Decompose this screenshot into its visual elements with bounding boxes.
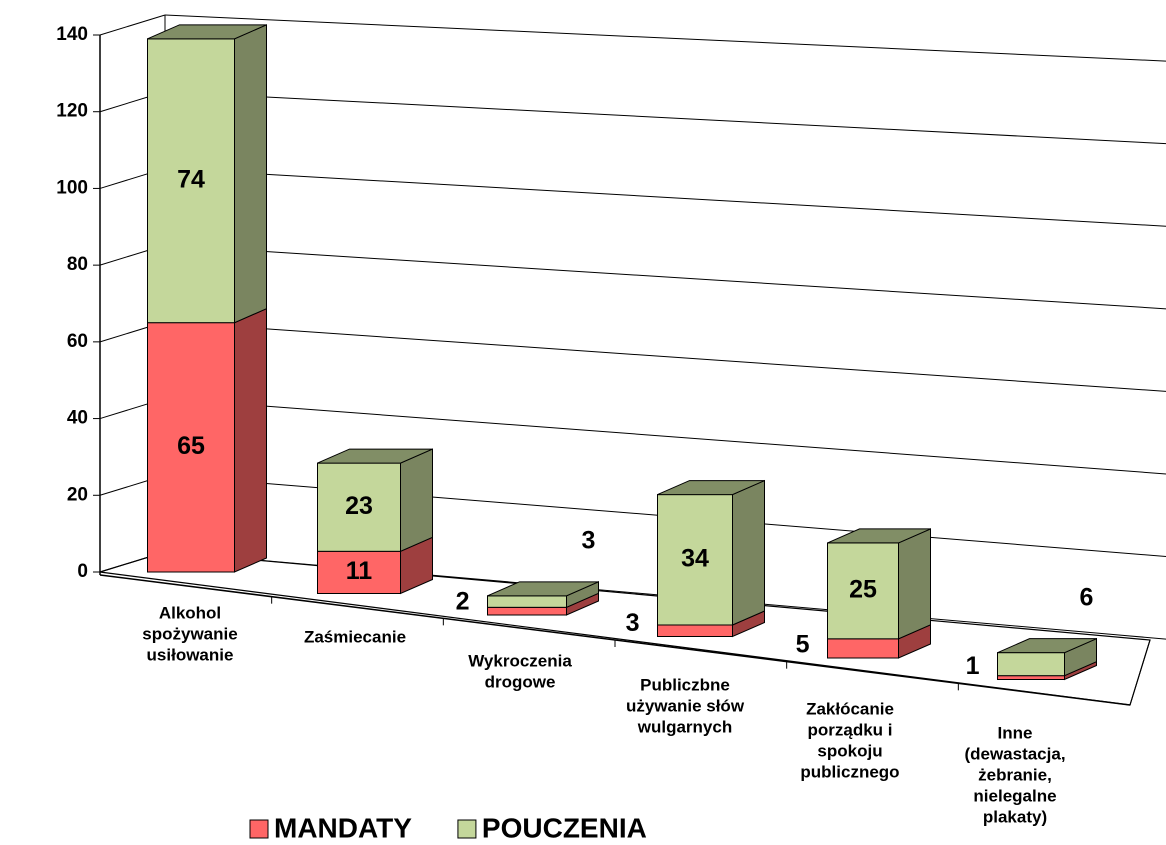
bar-top (657, 480, 765, 496)
bar-top (317, 448, 433, 464)
x-tick-label: Zaśmiecanie (304, 627, 406, 646)
y-tick-label: 80 (67, 254, 88, 275)
x-tick-label: porządku i (807, 720, 892, 739)
x-tick-label: używanie słów (626, 696, 745, 715)
bar-side (234, 307, 267, 573)
x-tick-label: Inne (998, 723, 1033, 742)
x-tick-label: spokoju (817, 741, 882, 760)
grid-line (164, 398, 1166, 475)
x-tick-label: plakaty) (983, 807, 1047, 826)
y-tick-label: 120 (56, 101, 88, 122)
value-label: 2 (456, 588, 470, 616)
value-label: 1 (966, 652, 980, 680)
y-tick-label: 0 (77, 561, 88, 582)
x-tick-label: (dewastacja, (964, 744, 1065, 763)
value-label: 3 (582, 526, 596, 554)
x-tick-label: usiłowanie (147, 645, 234, 664)
bar-front (147, 38, 235, 324)
bar-front (487, 606, 567, 616)
bar-front (997, 675, 1065, 681)
y-tick-label: 140 (56, 24, 88, 45)
bar-front (997, 652, 1065, 677)
value-label: 74 (177, 165, 205, 193)
bar-side (898, 528, 931, 640)
bar-top (827, 528, 931, 544)
x-tick-label: nielegalne (973, 786, 1056, 805)
legend-swatch (249, 819, 269, 839)
grid-line (164, 14, 1166, 62)
bar-side (234, 24, 267, 324)
grid-line (164, 167, 1166, 227)
value-label: 25 (849, 575, 877, 603)
floor-edge (1129, 639, 1151, 706)
value-label: 3 (626, 609, 640, 637)
bar-top (147, 24, 267, 40)
x-tick-label: Publiczbne (640, 675, 730, 694)
legend-label: MANDATY (274, 812, 412, 843)
x-tick-label: Alkohol (159, 603, 221, 622)
grid-line (164, 244, 1166, 310)
bar-top (997, 638, 1097, 654)
bar-front (827, 638, 899, 659)
value-label: 6 (1080, 583, 1094, 611)
x-tick-label: spożywanie (142, 624, 237, 643)
value-label: 65 (177, 432, 205, 460)
x-tick-label: żebranie, (978, 765, 1052, 784)
value-label: 23 (345, 492, 373, 520)
grid-line (164, 91, 1166, 145)
x-tick-label: Wykroczenia (468, 651, 572, 670)
x-tick-label: Zakłócanie (806, 699, 894, 718)
bar-top (487, 581, 599, 597)
x-tick-label: publicznego (800, 762, 899, 781)
x-tick-label: wulgarnych (637, 717, 732, 736)
y-tick-label: 40 (67, 408, 88, 429)
bar-side (732, 479, 765, 626)
y-tick-label: 20 (67, 484, 88, 505)
bar-front (487, 595, 567, 608)
bar-front (657, 494, 733, 626)
y-tick-label: 100 (56, 177, 88, 198)
legend-label: POUCZENIA (482, 812, 647, 843)
bar-front (147, 322, 235, 573)
grid-connector (99, 14, 166, 36)
value-label: 11 (346, 557, 373, 585)
bar-side (400, 448, 433, 553)
bar-front (317, 550, 401, 594)
bar-front (657, 624, 733, 638)
x-tick-label: drogowe (485, 672, 556, 691)
bar-front (317, 462, 401, 552)
y-tick-label: 60 (67, 331, 88, 352)
value-label: 34 (681, 544, 709, 572)
value-label: 5 (796, 631, 810, 659)
grid-line (164, 321, 1166, 392)
legend-swatch (457, 819, 477, 839)
